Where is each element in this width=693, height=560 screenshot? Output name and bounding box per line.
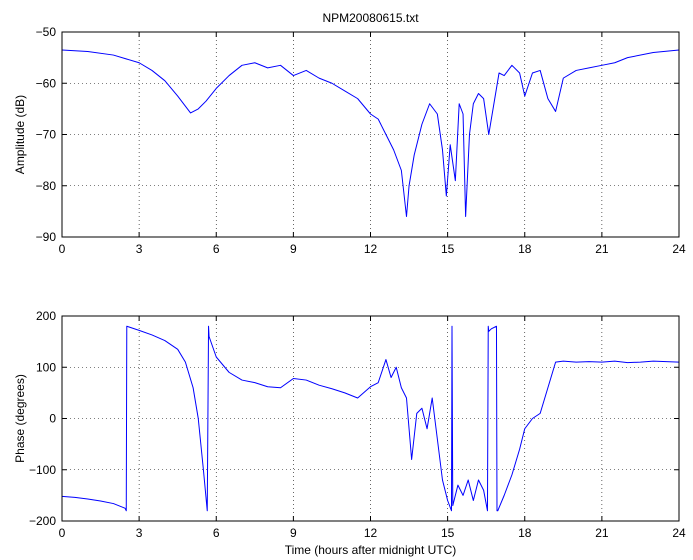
amplitude-x-tick-label: 15 (441, 242, 455, 256)
phase-x-tick-label: 24 (672, 526, 686, 540)
amplitude-x-tick-label: 24 (672, 242, 686, 256)
amplitude-y-tick-label: −70 (36, 128, 57, 142)
phase-y-tick-label: 200 (36, 309, 56, 323)
phase-x-tick-label: 21 (595, 526, 609, 540)
amplitude-x-tick-label: 21 (595, 242, 609, 256)
amplitude-x-tick-label: 18 (518, 242, 532, 256)
phase-x-tick-label: 6 (213, 526, 220, 540)
phase-x-axis-label: Time (hours after midnight UTC) (285, 543, 457, 557)
phase-series-line (61, 325, 680, 512)
phase-y-tick-label: −100 (29, 463, 56, 477)
amplitude-chart-title: NPM20080615.txt (322, 11, 419, 25)
phase-x-tick-label: 9 (290, 526, 297, 540)
phase-x-tick-label: 0 (59, 526, 66, 540)
amplitude-x-tick-label: 12 (364, 242, 378, 256)
amplitude-y-tick-label: −80 (36, 179, 57, 193)
phase-plot: 0 3 6 9 12 15 18 21 24 −200 −100 0 100 200 Phase (degr… (13, 309, 686, 557)
phase-y-tick-label: 0 (49, 412, 56, 426)
amplitude-y-tick-label: −90 (36, 230, 57, 244)
amplitude-series-line (61, 49, 680, 217)
phase-x-tick-label: 12 (364, 526, 378, 540)
phase-y-tick-label: 100 (36, 360, 56, 374)
phase-x-tick-label: 18 (518, 526, 532, 540)
amplitude-plot: 0 3 6 9 12 15 18 21 24 −90 −80 −70 −60 −50 NPM20080615… (13, 11, 686, 256)
amplitude-axes-frame (61, 31, 680, 238)
amplitude-x-tick-label: 0 (59, 242, 66, 256)
phase-axes-frame (61, 315, 680, 522)
amplitude-x-tick-label: 6 (213, 242, 220, 256)
phase-x-tick-label: 3 (136, 526, 143, 540)
phase-y-axis-label: Phase (degrees) (13, 374, 27, 463)
amplitude-y-tick-label: −60 (36, 76, 57, 90)
amplitude-x-tick-label: 3 (136, 242, 143, 256)
phase-x-tick-label: 15 (441, 526, 455, 540)
amplitude-x-tick-label: 9 (290, 242, 297, 256)
amplitude-y-tick-label: −50 (36, 25, 57, 39)
phase-y-tick-label: −200 (29, 514, 56, 528)
amplitude-y-axis-label: Amplitude (dB) (13, 95, 27, 174)
